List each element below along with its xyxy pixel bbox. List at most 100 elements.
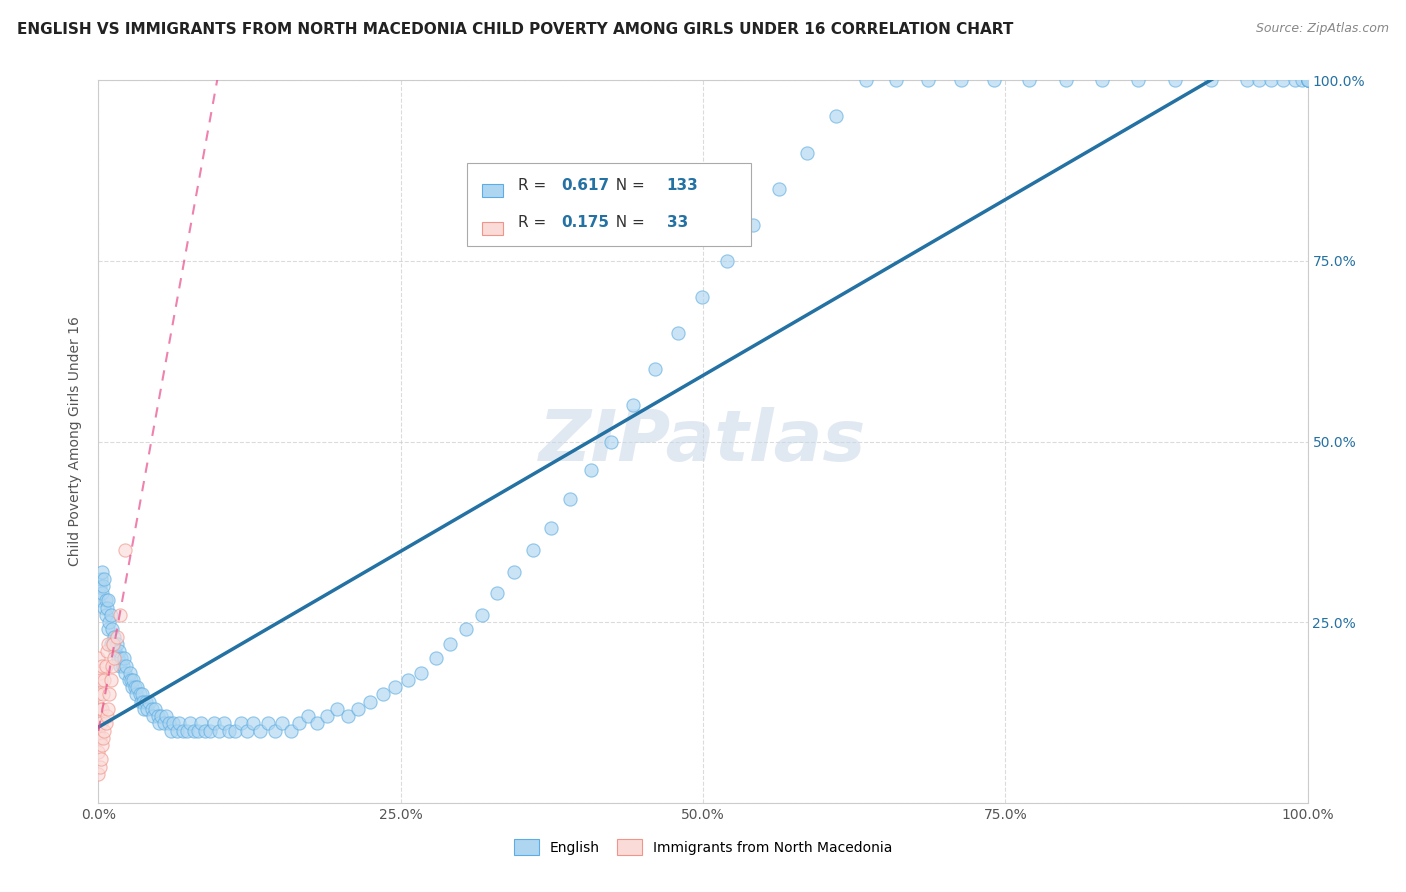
Point [94,593,117,607]
Point [90,572,112,586]
Point [104,644,127,658]
Point [89,760,111,774]
Point [396,673,419,687]
Point [208,723,231,738]
Point [148,716,170,731]
Point [307,716,329,731]
Point [90,752,112,766]
Point [87,767,110,781]
Point [118,673,141,687]
Point [249,723,271,738]
Point [796,145,818,160]
Point [100,673,122,687]
Point [716,253,738,268]
Point [97,702,120,716]
Point [108,644,131,658]
Point [1260,73,1282,87]
Point [454,623,477,637]
Point [1291,73,1313,87]
Point [138,695,160,709]
Point [94,658,117,673]
Text: 133: 133 [666,178,699,193]
Point [135,702,157,716]
Point [204,716,226,731]
Point [162,716,184,731]
Point [111,658,134,673]
Point [190,716,212,731]
Point [1296,73,1319,87]
Text: N =: N = [606,215,650,230]
Text: 0.617: 0.617 [561,178,610,193]
Point [91,586,114,600]
Point [242,716,264,731]
Point [949,73,972,87]
Point [1296,73,1319,87]
Point [91,687,114,701]
Point [105,630,128,644]
Point [229,716,252,731]
Point [558,492,581,507]
Point [768,182,790,196]
Point [110,651,132,665]
Point [129,695,152,709]
Point [100,623,122,637]
Point [179,716,201,731]
Point [176,723,198,738]
Point [134,702,156,716]
Point [1272,73,1295,87]
FancyBboxPatch shape [482,222,503,235]
Point [97,637,120,651]
Point [87,651,110,665]
Text: ZIPatlas: ZIPatlas [540,407,866,476]
Point [89,579,111,593]
Point [89,665,111,680]
Point [132,695,155,709]
Point [288,716,311,731]
Text: R =: R = [517,215,551,230]
Point [91,565,114,579]
Point [336,709,359,723]
Point [325,702,347,716]
Point [486,586,509,600]
Point [87,723,110,738]
Point [108,658,131,673]
Point [120,673,142,687]
Point [183,723,205,738]
Point [983,73,1005,87]
Point [87,745,110,759]
Point [236,723,259,738]
Point [1236,73,1258,87]
Point [1018,73,1040,87]
Point [540,521,562,535]
Text: Source: ZipAtlas.com: Source: ZipAtlas.com [1256,22,1389,36]
Point [100,637,122,651]
Point [121,680,143,694]
Point [146,709,169,723]
Point [90,673,112,687]
Point [212,716,235,731]
Point [89,702,111,716]
Point [155,709,177,723]
Point [297,709,319,723]
Point [98,615,121,630]
Point [89,731,111,745]
Point [886,73,908,87]
Point [503,565,526,579]
FancyBboxPatch shape [482,185,503,197]
Point [125,687,148,701]
Point [218,723,240,738]
Point [1284,73,1306,87]
Point [103,630,125,644]
Point [93,572,115,586]
Point [187,723,209,738]
Point [579,463,602,477]
Point [94,607,117,622]
Point [112,651,135,665]
Point [224,723,246,738]
Point [114,542,136,557]
Point [131,687,153,701]
Point [122,673,145,687]
Point [1296,73,1319,87]
Point [264,723,287,738]
Point [425,651,447,665]
